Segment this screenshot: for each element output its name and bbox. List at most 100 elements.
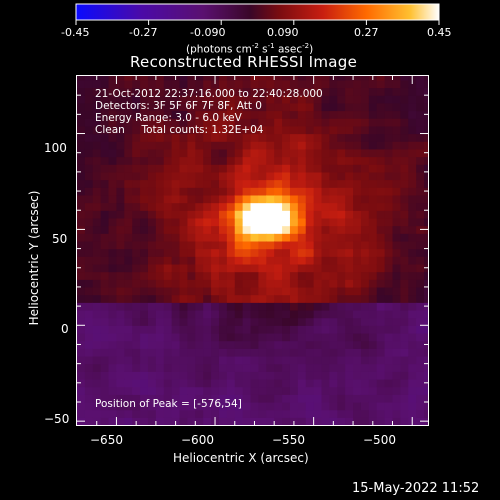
heatmap-cell bbox=[242, 394, 252, 403]
heatmap-cell bbox=[77, 171, 86, 181]
heatmap-cell bbox=[140, 309, 149, 319]
heatmap-cell bbox=[392, 179, 401, 188]
heatmap-cell bbox=[218, 394, 228, 403]
heatmap-cell bbox=[329, 125, 338, 135]
heatmap-cell bbox=[84, 340, 94, 349]
heatmap-cell bbox=[155, 202, 165, 211]
heatmap-cell bbox=[77, 401, 86, 411]
heatmap-cell bbox=[234, 394, 244, 403]
heatmap-cell bbox=[77, 279, 86, 288]
heatmap-cell bbox=[258, 194, 267, 204]
heatmap-cell bbox=[226, 271, 236, 280]
heatmap-cell bbox=[140, 394, 149, 403]
heatmap-cell bbox=[289, 102, 299, 112]
heatmap-cell bbox=[258, 263, 267, 273]
heatmap-cell bbox=[84, 394, 94, 403]
heatmap-cell bbox=[187, 378, 196, 388]
heatmap-cell bbox=[250, 240, 260, 250]
heatmap-cell bbox=[416, 210, 425, 219]
heatmap-cell bbox=[274, 294, 283, 303]
heatmap-cell bbox=[376, 294, 386, 303]
heatmap-cell bbox=[368, 271, 378, 280]
heatmap-cell bbox=[250, 248, 260, 257]
heatmap-cell bbox=[400, 102, 409, 112]
heatmap-cell bbox=[329, 110, 338, 119]
heatmap-cell bbox=[108, 164, 118, 173]
heatmap-cell bbox=[384, 386, 394, 395]
heatmap-cell bbox=[195, 409, 204, 418]
heatmap-cell bbox=[282, 371, 291, 380]
heatmap-cell bbox=[124, 148, 133, 158]
heatmap-cell bbox=[345, 102, 354, 112]
heatmap-cell bbox=[337, 141, 346, 150]
heatmap-cell bbox=[187, 79, 196, 89]
heatmap-cell bbox=[124, 202, 133, 211]
heatmap-cell bbox=[195, 348, 204, 357]
heatmap-cell bbox=[171, 95, 181, 104]
heatmap-cell bbox=[77, 164, 86, 173]
heatmap-cell bbox=[329, 248, 338, 257]
heatmap-cell bbox=[171, 363, 181, 372]
heatmap-cell bbox=[321, 118, 331, 127]
heatmap-cell bbox=[266, 225, 275, 234]
heatmap-cell bbox=[266, 363, 275, 372]
heatmap-cell bbox=[384, 309, 394, 319]
heatmap-cell bbox=[84, 294, 94, 303]
heatmap-cell bbox=[376, 279, 386, 288]
heatmap-cell bbox=[84, 386, 94, 395]
heatmap-cell bbox=[289, 394, 299, 403]
heatmap-cell bbox=[353, 332, 362, 342]
heatmap-cell bbox=[258, 217, 267, 227]
heatmap-cell bbox=[297, 248, 307, 257]
heatmap-cell bbox=[234, 325, 244, 334]
heatmap-cell bbox=[234, 363, 244, 372]
heatmap-cell bbox=[187, 279, 196, 288]
heatmap-cell bbox=[289, 194, 299, 204]
heatmap-cell bbox=[179, 325, 189, 334]
heatmap-cell bbox=[124, 363, 133, 372]
heatmap-cell bbox=[179, 332, 189, 342]
heatmap-cell bbox=[368, 179, 378, 188]
heatmap-cell bbox=[250, 340, 260, 349]
heatmap-cell bbox=[116, 240, 125, 250]
heatmap-cell bbox=[171, 394, 181, 403]
heatmap-cell bbox=[416, 325, 425, 334]
heatmap-cell bbox=[171, 171, 181, 181]
heatmap-cell bbox=[92, 394, 102, 403]
heatmap-cell bbox=[84, 256, 94, 265]
heatmap-cell bbox=[179, 378, 189, 388]
heatmap-cell bbox=[384, 401, 394, 411]
heatmap-cell bbox=[92, 309, 102, 319]
heatmap-cell bbox=[187, 217, 196, 227]
heatmap-cell bbox=[321, 87, 331, 96]
heatmap-cell bbox=[329, 187, 338, 196]
heatmap-cell bbox=[376, 110, 386, 119]
heatmap-cell bbox=[353, 286, 362, 296]
heatmap-cell bbox=[266, 87, 275, 96]
heatmap-cell bbox=[163, 363, 173, 372]
heatmap-cell bbox=[77, 317, 86, 326]
heatmap-cell bbox=[226, 156, 236, 165]
heatmap-cell bbox=[345, 271, 354, 280]
heatmap-cell bbox=[179, 141, 189, 150]
heatmap-cell bbox=[100, 118, 110, 127]
heatmap-cell bbox=[400, 332, 409, 342]
heatmap-cell bbox=[368, 371, 378, 380]
heatmap-cell bbox=[266, 202, 275, 211]
heatmap-cell bbox=[313, 225, 323, 234]
heatmap-cell bbox=[140, 263, 149, 273]
heatmap-cell bbox=[289, 148, 299, 158]
heatmap-cell bbox=[187, 417, 196, 425]
heatmap-cell bbox=[155, 233, 165, 242]
heatmap-cell bbox=[163, 133, 173, 142]
heatmap-cell bbox=[171, 279, 181, 288]
heatmap-cell bbox=[424, 409, 428, 418]
heatmap-cell bbox=[313, 386, 323, 395]
heatmap-cell bbox=[360, 171, 370, 181]
heatmap-cell bbox=[353, 194, 362, 204]
heatmap-cell bbox=[274, 355, 283, 365]
heatmap-cell bbox=[416, 187, 425, 196]
heatmap-cell bbox=[353, 263, 362, 273]
heatmap-cell bbox=[376, 210, 386, 219]
heatmap-cell bbox=[384, 118, 394, 127]
